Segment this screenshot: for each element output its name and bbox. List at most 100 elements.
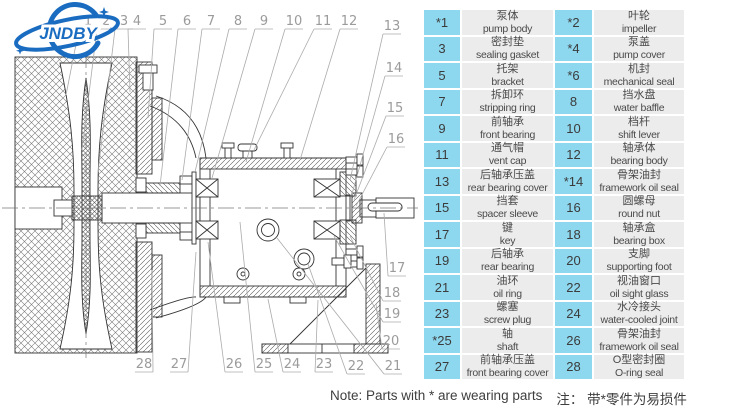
- screw-plug: [345, 245, 364, 270]
- note-en: Note: Parts with * are wearing parts: [330, 388, 543, 403]
- part-name-cell: 油环 oil ring: [462, 275, 553, 300]
- part-name-cell: 后轴承压盖 rear bearing cover: [462, 169, 553, 194]
- part-name-cell: 轴 shaft: [462, 328, 553, 353]
- leader-number: 18: [384, 286, 401, 301]
- leader-number: 21: [385, 359, 402, 374]
- leader-number: 26: [226, 357, 243, 372]
- part-name-cell: 拆卸环 stripping ring: [462, 89, 553, 114]
- leader-number: 6: [183, 14, 191, 29]
- leader-number: 20: [383, 334, 400, 349]
- leader-number: 11: [315, 14, 332, 29]
- pump-cover: [135, 61, 163, 353]
- part-name-cell: 视油窗口 oil sight glass: [594, 275, 684, 300]
- part-name-cell: 密封垫 sealing gasket: [462, 36, 553, 61]
- sparkle-icon: [16, 47, 24, 55]
- leader-line: [245, 28, 286, 163]
- part-name-cell: 机封 mechanical seal: [594, 63, 684, 88]
- part-number-cell: 24: [555, 301, 592, 326]
- leader-line: [351, 75, 386, 195]
- part-number-cell: 28: [555, 354, 592, 379]
- jndby-logo: JNDBY JNDBY: [14, 2, 120, 60]
- part-number-cell: 19: [424, 248, 460, 273]
- leader-line: [375, 303, 383, 350]
- part-name-cell: 骨架油封 framework oil seal: [594, 169, 684, 194]
- part-number-cell: 3: [424, 36, 460, 61]
- supporting-foot: [261, 254, 389, 354]
- leader-line: [127, 28, 131, 93]
- part-number-cell: *25: [424, 328, 460, 353]
- part-name-cell: 前轴承压盖 front bearing cover: [462, 354, 553, 379]
- leader-number: 16: [388, 132, 405, 147]
- logo-halo: JNDBY: [39, 24, 98, 43]
- leader-number: 8: [234, 14, 242, 29]
- part-name-cell: 托架 bracket: [462, 63, 553, 88]
- part-number-cell: *6: [555, 63, 592, 88]
- note-line: Note: Parts with * are wearing parts 注： …: [330, 388, 687, 408]
- part-number-cell: 26: [555, 328, 592, 353]
- part-name-cell: 轴承体 bearing body: [594, 142, 684, 167]
- part-number-cell: 27: [424, 354, 460, 379]
- part-number-cell: 23: [424, 301, 460, 326]
- part-number-cell: *2: [555, 10, 592, 35]
- leader-line: [159, 28, 179, 187]
- leader-number: 27: [171, 357, 188, 372]
- oil-ring: [256, 218, 280, 242]
- sump-bolts: [236, 267, 306, 281]
- part-number-cell: *4: [555, 36, 592, 61]
- part-name-cell: 骨架油封 framework oil seal: [594, 328, 684, 353]
- part-name-cell: 支脚 supporting foot: [594, 248, 684, 273]
- leader-line: [147, 28, 155, 119]
- part-name-cell: 泵体 pump body: [462, 10, 553, 35]
- leader-number: 19: [384, 307, 401, 322]
- leader-line: [383, 212, 389, 277]
- leader-number: 25: [256, 357, 273, 372]
- rear-bearing: [313, 178, 341, 240]
- leader-line: [349, 33, 384, 181]
- leader-line: [299, 28, 341, 161]
- part-number-cell: 17: [424, 222, 460, 247]
- sparkle-icon: [99, 7, 109, 17]
- leader-line: [239, 221, 256, 373]
- part-name-cell: 通气帽 vent cap: [462, 142, 553, 167]
- part-name-cell: 挡水盘 water baffle: [594, 89, 684, 114]
- leader-line: [355, 146, 388, 207]
- sparkle-icon: [108, 27, 114, 32]
- leader-line: [211, 28, 256, 179]
- part-number-cell: 12: [555, 142, 592, 167]
- leader-line: [349, 235, 384, 302]
- impeller: [53, 77, 103, 335]
- leader-number: 12: [341, 14, 358, 29]
- part-number-cell: 9: [424, 116, 460, 141]
- pump-cross-section-diagram: 1 2 3 4 5 6 7 8 9 10 11 12 1314151617181920212223242…: [2, 2, 418, 375]
- leader-line: [253, 28, 315, 151]
- part-number-cell: 16: [555, 195, 592, 220]
- part-name-cell: 档杆 shift lever: [594, 116, 684, 141]
- leader-line: [207, 241, 226, 373]
- part-name-cell: 螺塞 screw plug: [462, 301, 553, 326]
- parts-table: *1 泵体 pump body *2 叶轮 impeller 3 密封垫 sealing gas…: [424, 10, 684, 379]
- part-number-cell: 21: [424, 275, 460, 300]
- note-zh: 注： 带*零件为易损件: [556, 392, 687, 407]
- part-number-cell: 15: [424, 195, 460, 220]
- leader-line: [307, 263, 348, 375]
- leader-number: 24: [284, 357, 301, 372]
- part-name-cell: 水冷接头 water-cooled joint: [594, 301, 684, 326]
- part-name-cell: 叶轮 impeller: [594, 10, 684, 35]
- leader-line: [65, 28, 80, 96]
- logo-text: JNDBY: [39, 24, 98, 43]
- part-number-cell: 22: [555, 275, 592, 300]
- part-name-cell: 挡套 spacer sleeve: [462, 195, 553, 220]
- part-number-cell: 10: [555, 116, 592, 141]
- leader-line: [97, 28, 116, 173]
- part-number-cell: *1: [424, 10, 460, 35]
- leader-line: [181, 28, 203, 181]
- leader-number: 22: [348, 359, 365, 374]
- leader-number: 10: [286, 14, 303, 29]
- part-name-cell: 键 key: [462, 222, 553, 247]
- leader-number: 7: [207, 14, 215, 29]
- part-number-cell: 5: [424, 63, 460, 88]
- leader-number: 17: [389, 261, 406, 276]
- part-number-cell: 18: [555, 222, 592, 247]
- front-bearing: [195, 178, 219, 240]
- leader-number: 15: [387, 101, 404, 116]
